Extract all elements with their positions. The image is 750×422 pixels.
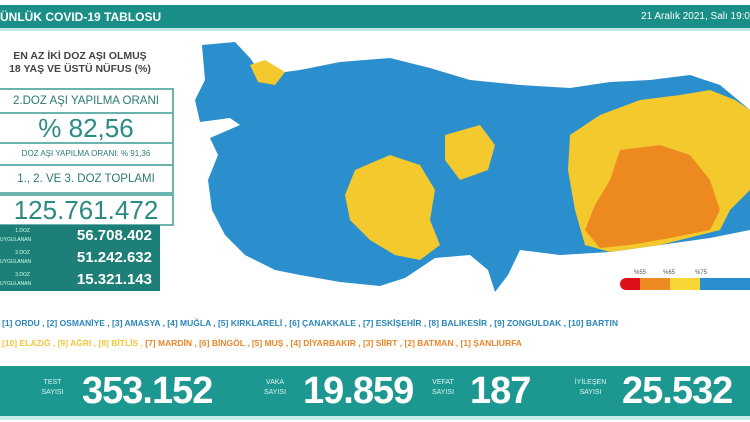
page-title: ÜNLÜK COVID-19 TABLOSU: [0, 10, 162, 24]
legend-yellow: [670, 278, 700, 290]
dose-value: 56.708.402: [76, 227, 152, 244]
test-label: TEST SAYISI: [30, 378, 75, 398]
bottom-ranking-orange: [7] MARDİN , [6] BİNGÖL , [5] MUŞ , [4] …: [145, 338, 522, 348]
dose-label: 3.DOZ: [15, 272, 30, 278]
recovered-label-line: SAYISI: [579, 389, 602, 396]
date-label: 21 Aralık 2021, Salı 19:0: [641, 11, 750, 22]
dose-label: UYGULANAN: [0, 281, 32, 287]
legend: %55 %65 %75: [620, 270, 750, 290]
panel-heading-2: 18 YAŞ VE ÜSTÜ NÜFUS (%): [9, 63, 151, 75]
turkey-vaccination-map: %55 %65 %75: [195, 42, 750, 292]
legend-label: %55: [634, 270, 647, 276]
death-label: VEFAT SAYISI: [428, 378, 458, 398]
dose-value: 51.242.632: [76, 249, 152, 266]
recovered-count: 25.532: [622, 370, 733, 412]
dose-label: 1.DOZ: [15, 228, 30, 234]
total-value: 125.761.472: [0, 194, 174, 226]
bottom-ranking-yellow: [10] ELAZIĞ , [9] AĞRI , [8] BİTLİS ,: [2, 338, 146, 348]
dose-label: UYGULANAN: [0, 237, 32, 243]
total-label: 1., 2. VE 3. DOZ TOPLAMI: [0, 164, 174, 194]
recovered-label-line: İYİLEŞEN: [574, 379, 607, 386]
header-bar: ÜNLÜK COVID-19 TABLOSU 21 Aralık 2021, S…: [0, 5, 750, 31]
death-label-line: VEFAT: [432, 379, 454, 386]
map-region-yellow-central: [345, 155, 440, 260]
legend-orange: [640, 278, 670, 290]
legend-blue: [700, 278, 750, 290]
death-count: 187: [470, 370, 531, 412]
dose-breakdown: 1.DOZ UYGULANAN 56.708.402 2.DOZ UYGULANAN 5…: [0, 225, 160, 291]
legend-label: %75: [695, 270, 708, 276]
daily-stats-band: TEST SAYISI 353.152 VAKA SAYISI 19.859 VEF…: [0, 366, 750, 420]
map-region-orange-southeast: [585, 145, 720, 248]
death-label-line: SAYISI: [431, 389, 455, 396]
top-ranking: [1] ORDU , [2] OSMANİYE , [3] AMASYA , […: [2, 318, 618, 328]
dose-row: 3.DOZ UYGULANAN 15.321.143: [0, 269, 160, 291]
map-region-yellow-yozgat: [445, 125, 495, 180]
panel-heading-1: EN AZ İKİ DOZ AŞI OLMUŞ: [13, 50, 147, 62]
test-label-line: TEST: [43, 379, 62, 386]
test-count: 353.152: [82, 370, 213, 412]
case-count: 19.859: [303, 370, 414, 412]
dose-label: UYGULANAN: [0, 259, 32, 265]
legend-label: %65: [663, 270, 676, 276]
case-label: VAKA SAYISI: [255, 378, 295, 398]
recovered-label: İYİLEŞEN SAYISI: [568, 378, 613, 398]
case-label-line: SAYISI: [263, 389, 287, 396]
case-label-line: VAKA: [265, 379, 285, 386]
bottom-ranking: [10] ELAZIĞ , [9] AĞRI , [8] BİTLİS , [7…: [2, 338, 522, 348]
dose-label: 2.DOZ: [15, 250, 30, 256]
map-region-yellow-istanbul: [250, 60, 285, 85]
second-dose-label: 2.DOZ AŞI YAPILMA ORANI: [0, 88, 174, 114]
dose-value: 15.321.143: [76, 271, 152, 288]
second-dose-value: % 82,56: [0, 112, 174, 144]
vaccination-panel: EN AZ İKİ DOZ AŞI OLMUŞ 18 YAŞ VE ÜSTÜ N…: [0, 50, 160, 76]
dose-row: 2.DOZ UYGULANAN 51.242.632: [0, 247, 160, 269]
first-dose-rate: DOZ AŞI YAPILMA ORANI: % 91,36: [0, 142, 174, 166]
dose-row: 1.DOZ UYGULANAN 56.708.402: [0, 225, 160, 247]
test-label-line: SAYISI: [41, 389, 64, 396]
